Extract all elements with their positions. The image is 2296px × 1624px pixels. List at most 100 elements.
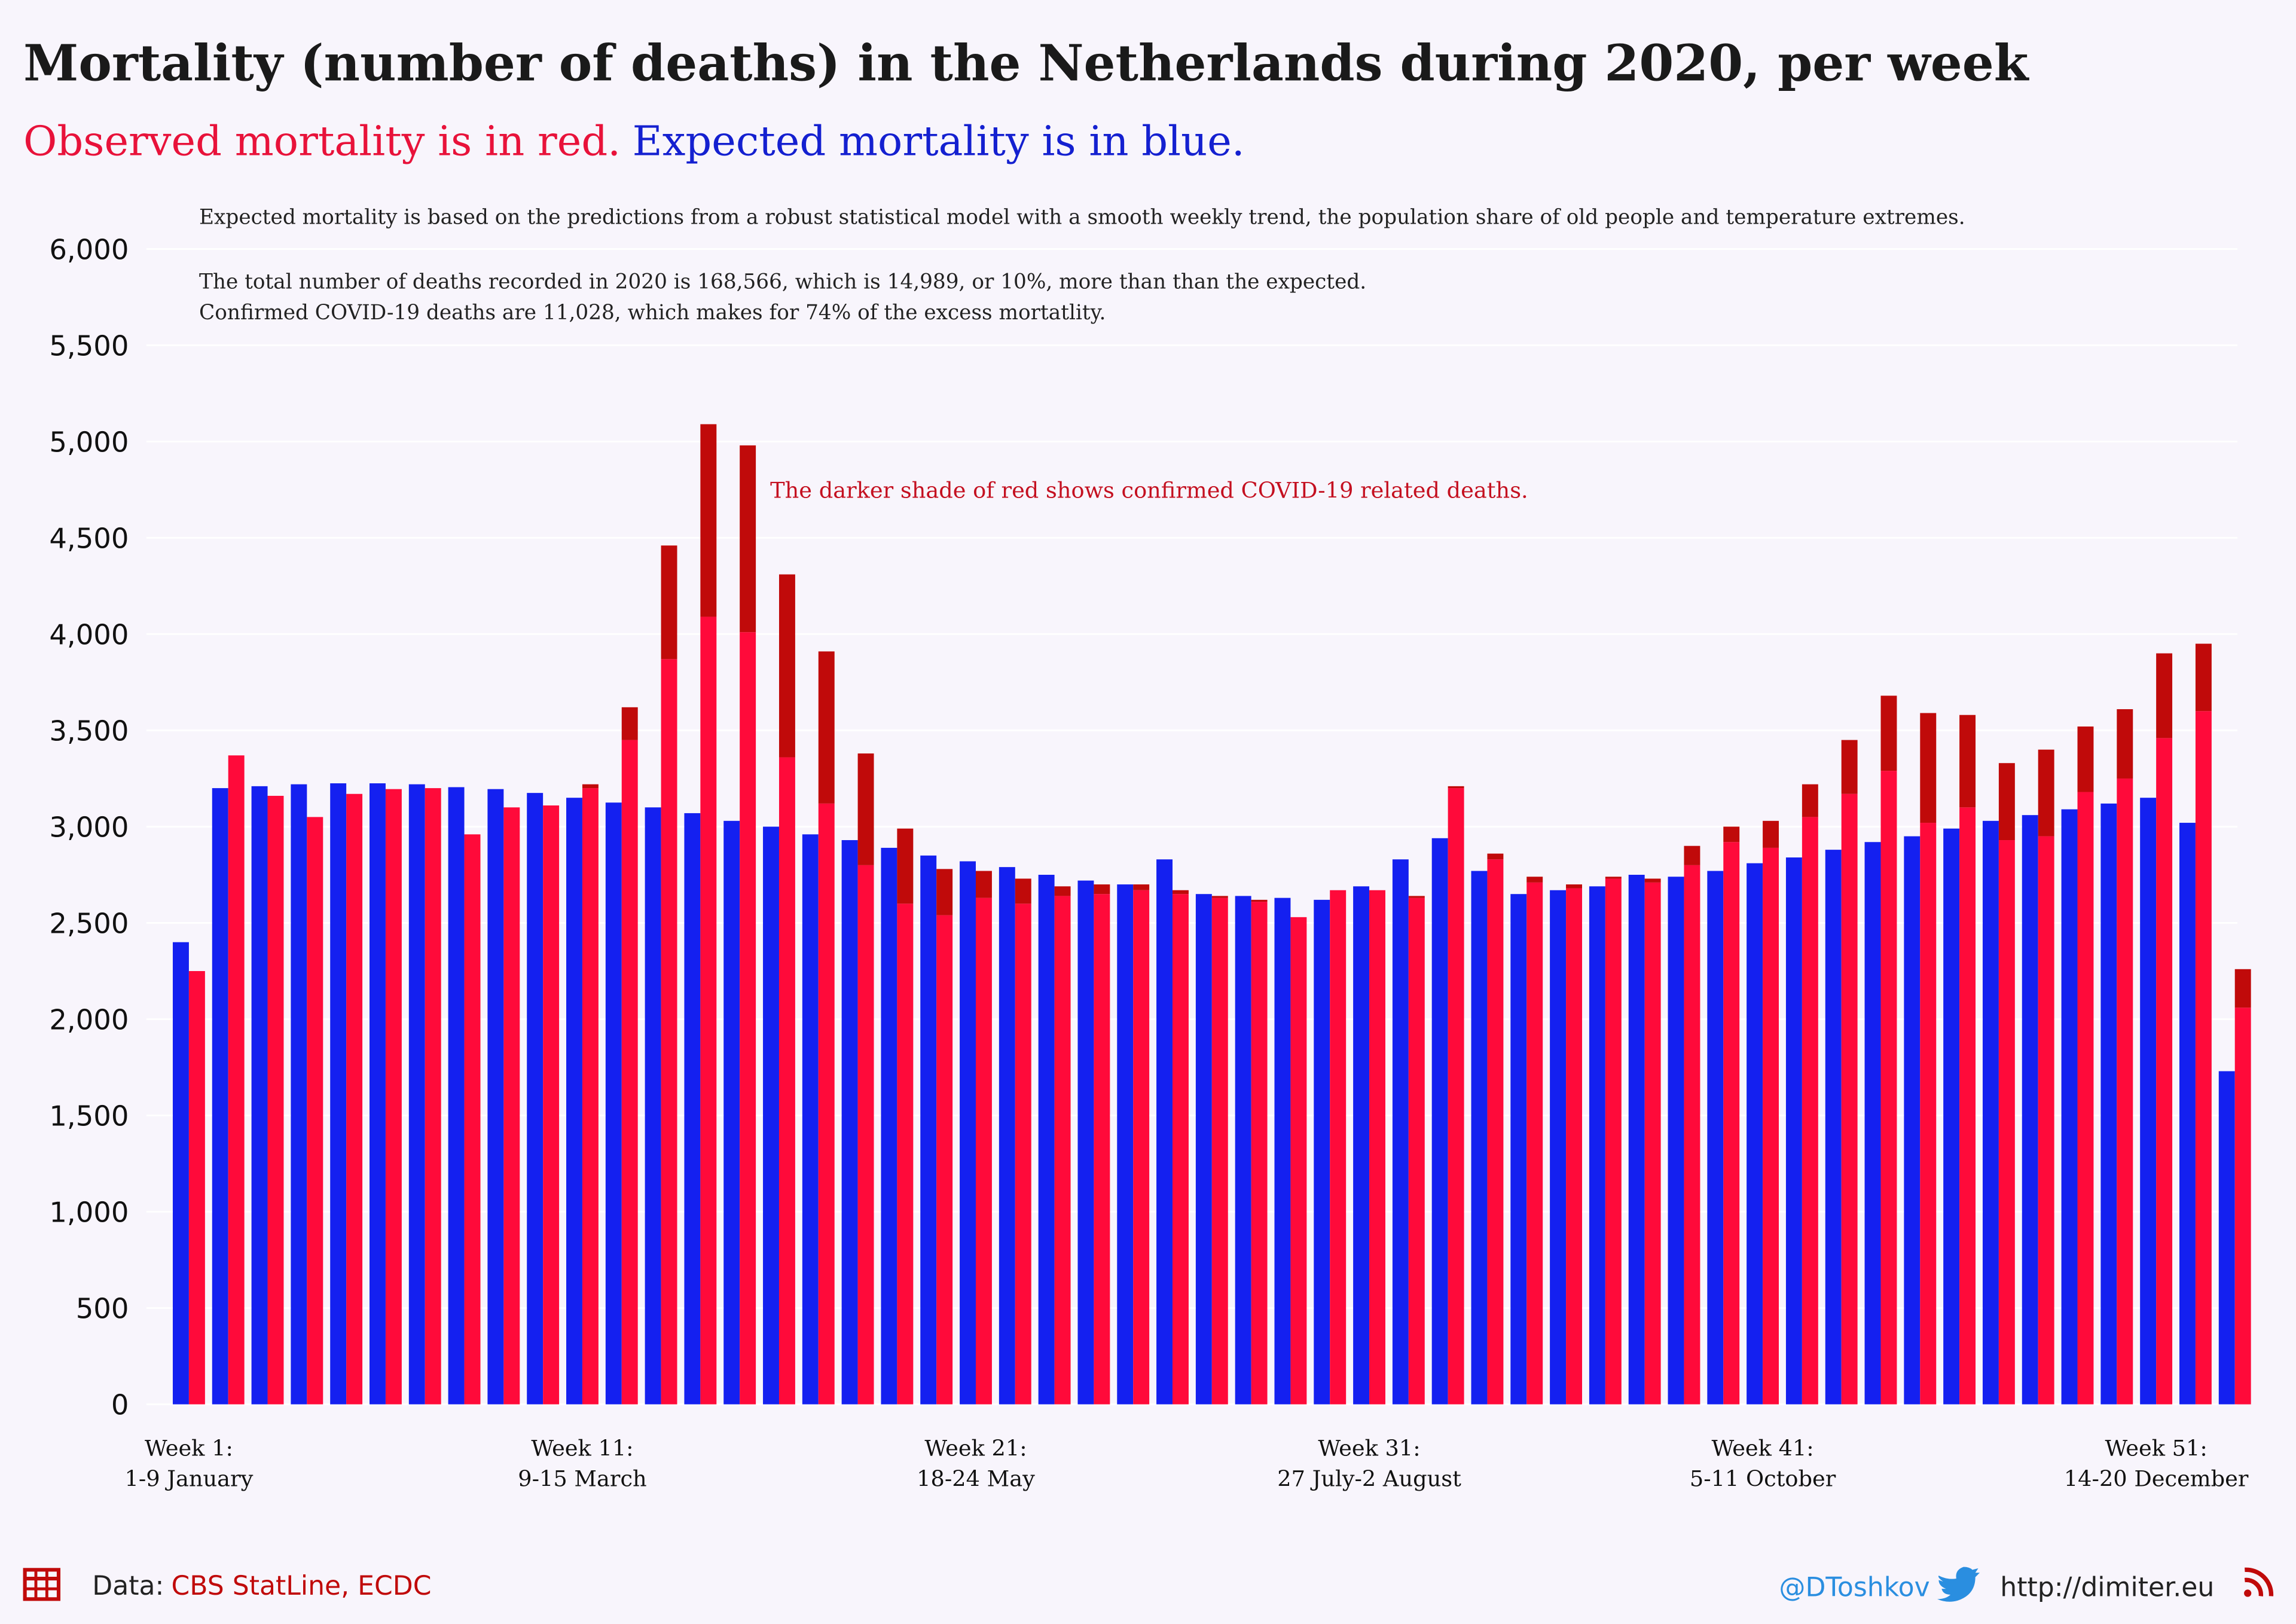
covid-bar (1094, 884, 1110, 895)
observed-bar (1015, 903, 1031, 1405)
observed-bar (740, 632, 756, 1405)
observed-bar (2077, 792, 2094, 1405)
covid-bar (1211, 896, 1228, 898)
covid-bar (2038, 749, 2054, 837)
covid-bar (1880, 695, 1897, 771)
expected-bar (2179, 823, 2196, 1405)
observed-bar (1644, 882, 1661, 1405)
covid-bar (1133, 884, 1150, 890)
observed-bar (2234, 1008, 2251, 1405)
y-tick-label: 500 (76, 1293, 129, 1325)
observed-bar (936, 915, 953, 1405)
covid-bar (1054, 886, 1071, 896)
covid-bar (1723, 826, 1740, 842)
covid-bar (976, 871, 992, 898)
observed-bar (1998, 840, 2015, 1405)
y-tick-label: 1,500 (49, 1100, 129, 1132)
expected-bar (881, 847, 897, 1405)
data-source: CBS StatLine, ECDC (172, 1571, 432, 1601)
observed-bar (1487, 859, 1504, 1405)
observed-bar (897, 903, 914, 1405)
x-tick-label: Week 51: (2105, 1435, 2208, 1461)
expected-bar (527, 793, 544, 1405)
observed-bar (464, 834, 481, 1405)
x-tick-label: 18-24 May (917, 1466, 1035, 1492)
observed-bar (2195, 711, 2212, 1405)
y-tick-label: 3,500 (49, 715, 129, 747)
covid-bar (1015, 878, 1031, 904)
y-tick-label: 5,500 (49, 330, 129, 362)
observed-bar (1723, 842, 1740, 1405)
y-tick-label: 2,500 (49, 908, 129, 940)
expected-bar (2140, 798, 2157, 1405)
twitter-icon (1937, 1567, 1980, 1602)
covid-bar (2156, 653, 2173, 738)
expected-bar (684, 813, 701, 1405)
observed-bar (267, 795, 284, 1405)
expected-bar (330, 783, 347, 1405)
covid-bar (1526, 877, 1543, 883)
covid-bar (1251, 899, 1268, 902)
observed-bar (700, 616, 717, 1405)
covid-bar (1605, 877, 1622, 879)
expected-bar (1904, 836, 1921, 1405)
observed-bar (1054, 896, 1071, 1405)
expected-bar (1707, 871, 1724, 1405)
covid-bar (2234, 969, 2251, 1008)
note: The total number of deaths recorded in 2… (199, 270, 1366, 294)
observed-bar (1173, 894, 1189, 1405)
expected-bar (605, 802, 622, 1405)
expected-bar (920, 855, 937, 1405)
y-tick-label: 4,000 (49, 619, 129, 651)
covid-bar (2077, 726, 2094, 792)
observed-bar (228, 755, 245, 1405)
expected-bar (1077, 880, 1094, 1405)
expected-bar (448, 787, 465, 1405)
expected-bar (2022, 815, 2038, 1405)
covid-bar (740, 445, 756, 633)
rss-icon (2244, 1567, 2274, 1597)
observed-bar (1763, 847, 1779, 1405)
observed-bar (1566, 888, 1582, 1405)
twitter-handle: @DToshkov (1779, 1572, 1929, 1602)
expected-bar (645, 807, 661, 1405)
observed-bar (346, 793, 363, 1405)
covid-bar (897, 828, 914, 904)
x-tick-label: 1-9 January (124, 1466, 253, 1492)
table-icon (23, 1568, 61, 1601)
observed-bar (1290, 917, 1307, 1405)
expected-bar (370, 783, 386, 1405)
data-label: Data: (92, 1571, 164, 1601)
chart-title: Mortality (number of deaths) in the Neth… (23, 34, 2030, 93)
observed-bar (818, 803, 835, 1405)
expected-bar (1314, 899, 1330, 1405)
covid-bar (2117, 709, 2133, 779)
plot-area: 0 500 1,000 1,500 2,000 2,500 3,000 3,500 4,000 4… (49, 234, 2251, 1492)
observed-bar (1211, 898, 1228, 1405)
expected-bar (1471, 871, 1488, 1405)
y-tick-label: 4,500 (49, 523, 129, 555)
observed-bar (1251, 902, 1268, 1405)
note: Confirmed COVID-19 deaths are 11,028, wh… (199, 301, 1106, 325)
expected-bar (1628, 875, 1645, 1405)
expected-bar (802, 834, 819, 1405)
expected-bar (960, 861, 976, 1405)
expected-bar (1156, 859, 1173, 1405)
subtitle-expected: Expected mortality is in blue. (633, 118, 1245, 166)
observed-bar (1448, 788, 1464, 1405)
covid-bar (1684, 845, 1700, 865)
observed-bar (1330, 890, 1347, 1405)
covid-bar (1802, 784, 1818, 817)
observed-bar (307, 817, 323, 1405)
expected-bar (1589, 886, 1605, 1405)
expected-bar (1943, 828, 1960, 1405)
observed-bar (1133, 890, 1150, 1405)
y-tick-label: 3,000 (49, 811, 129, 844)
covid-bar (621, 707, 638, 740)
expected-bar (1235, 896, 1251, 1405)
expected-bar (1864, 842, 1881, 1405)
expected-bar (723, 820, 740, 1405)
observed-bar (857, 865, 874, 1405)
observed-bar (1369, 890, 1385, 1405)
